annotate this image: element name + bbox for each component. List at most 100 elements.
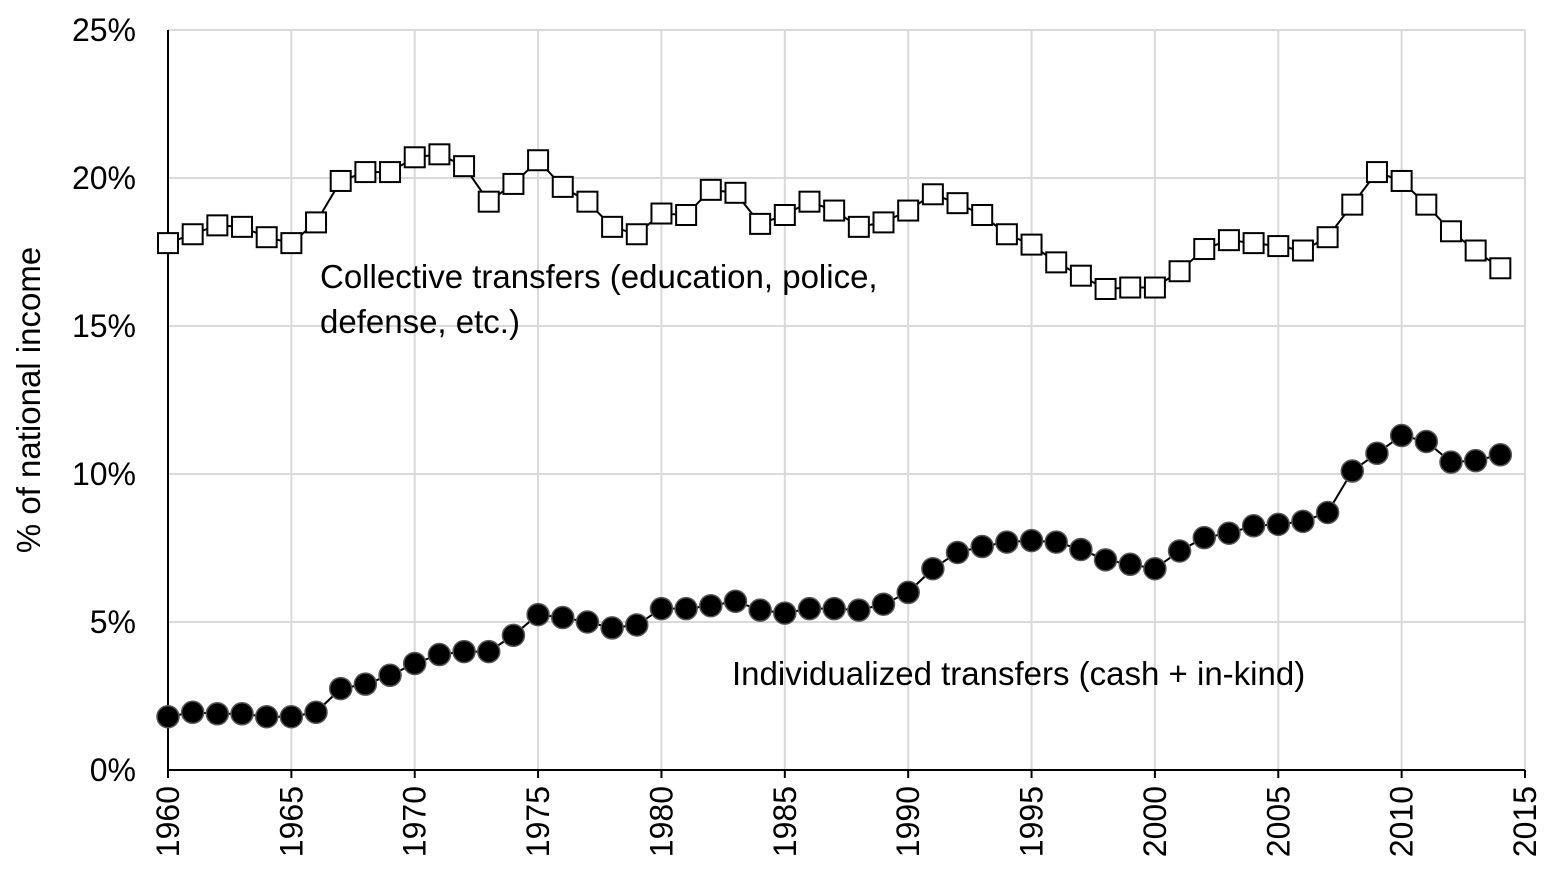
point: [1365, 161, 1388, 184]
point: [1241, 514, 1266, 538]
point: [847, 215, 870, 238]
point: [1315, 500, 1340, 525]
point: [1069, 537, 1093, 562]
point: [379, 161, 402, 184]
point: [1217, 229, 1240, 252]
x-tick-label: 1965: [273, 786, 309, 857]
point: [872, 211, 895, 234]
point: [699, 178, 722, 201]
point: [477, 190, 500, 213]
point: [1463, 448, 1488, 473]
point: [402, 651, 427, 676]
point: [551, 175, 574, 198]
point: [723, 589, 748, 614]
point: [945, 540, 970, 565]
point: [527, 149, 550, 172]
point: [206, 214, 229, 237]
point: [329, 169, 352, 192]
point: [625, 613, 649, 637]
point: [280, 232, 303, 255]
point: [254, 704, 279, 729]
point: [452, 639, 476, 664]
point: [1267, 235, 1290, 258]
y-tick-label: 25%: [72, 12, 136, 48]
point: [995, 530, 1019, 554]
y-tick-label: 5%: [90, 604, 136, 640]
point: [773, 204, 796, 226]
x-tick-label: 1990: [890, 786, 926, 857]
point: [822, 596, 846, 621]
point: [1439, 220, 1462, 243]
point: [378, 663, 402, 688]
point: [1341, 193, 1364, 216]
x-tick-label: 1980: [643, 786, 679, 857]
point: [453, 155, 476, 178]
point: [724, 181, 747, 204]
point: [749, 212, 772, 235]
point: [1118, 552, 1142, 577]
point: [328, 676, 353, 701]
x-tick-label: 1970: [397, 786, 433, 857]
point: [1192, 525, 1217, 550]
y-tick-label: 0%: [90, 752, 136, 788]
point: [502, 172, 525, 195]
point: [157, 232, 179, 255]
point: [1291, 239, 1314, 262]
point: [255, 226, 278, 249]
annotation: Individualized transfers (cash + in-kind…: [732, 655, 1305, 692]
point: [1019, 528, 1044, 553]
point: [279, 704, 304, 729]
y-tick-label: 10%: [72, 456, 136, 492]
x-tick-label: 2005: [1260, 786, 1296, 857]
point: [1217, 521, 1241, 545]
point: [526, 602, 550, 627]
point: [354, 161, 377, 184]
x-tick-label: 1995: [1014, 786, 1050, 857]
point: [156, 704, 180, 729]
point: [897, 199, 920, 222]
point: [798, 190, 821, 213]
point: [1094, 278, 1117, 300]
point: [1093, 548, 1118, 572]
point: [1266, 512, 1291, 537]
point: [305, 211, 328, 234]
point: [970, 534, 994, 559]
point: [180, 700, 205, 725]
point: [847, 598, 871, 622]
point: [1242, 232, 1265, 255]
point: [748, 598, 772, 622]
point: [675, 204, 698, 226]
point: [551, 605, 575, 630]
point: [971, 204, 994, 226]
point: [1489, 257, 1512, 280]
annotation: defense, etc.): [320, 303, 520, 340]
point: [1488, 443, 1513, 467]
point: [1044, 530, 1068, 554]
point: [921, 556, 945, 581]
point: [921, 183, 944, 206]
point: [428, 143, 451, 166]
point: [1390, 169, 1413, 192]
point: [403, 146, 426, 169]
point: [205, 702, 230, 726]
point: [995, 223, 1018, 246]
point: [871, 592, 896, 616]
point: [896, 580, 920, 605]
annotation: Collective transfers (education, police,: [320, 258, 878, 295]
point: [1291, 509, 1315, 534]
point: [501, 623, 526, 648]
point: [230, 702, 254, 726]
point: [1168, 260, 1191, 283]
point: [1316, 226, 1339, 249]
point: [625, 223, 648, 246]
point: [476, 639, 501, 664]
point: [797, 596, 822, 621]
point: [1143, 556, 1167, 581]
point: [1119, 276, 1142, 299]
point: [304, 700, 328, 725]
point: [823, 199, 846, 222]
point: [1415, 193, 1438, 216]
point: [1069, 264, 1092, 287]
point: [1389, 423, 1414, 448]
